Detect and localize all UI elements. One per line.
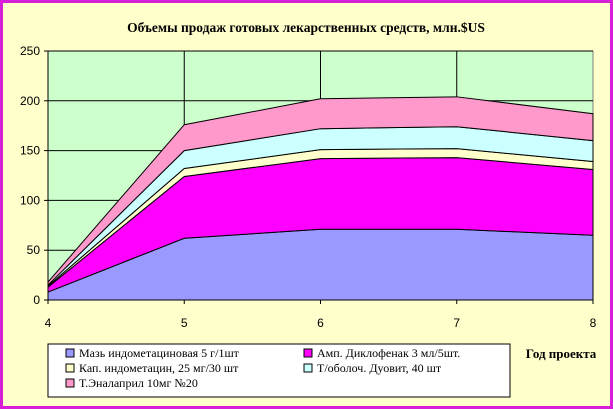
legend-label-0: Мазь индометациновая 5 г/1шт xyxy=(79,346,240,360)
legend-swatch-4 xyxy=(65,378,75,388)
series-areas xyxy=(47,96,594,301)
y-tick-label-5: 250 xyxy=(20,44,40,58)
x-tick-label-0: 4 xyxy=(45,316,52,330)
x-tick-label-4: 8 xyxy=(590,316,597,330)
y-tick-label-0: 0 xyxy=(33,293,40,307)
x-tick-label-3: 7 xyxy=(453,316,460,330)
legend-label-4: Т.Эналаприл 10мг №20 xyxy=(79,376,198,390)
legend-swatch-2 xyxy=(65,363,75,373)
x-tick-label-2: 6 xyxy=(317,316,324,330)
plot-area: 0 50 100 150 200 250 4 5 6 7 8 xyxy=(20,44,597,330)
axes xyxy=(44,50,594,304)
y-tick-label-4: 200 xyxy=(20,94,40,108)
legend-items: Мазь индометациновая 5 г/1шт Амп. Диклофе… xyxy=(65,346,460,390)
x-axis-title: Год проекта xyxy=(526,346,597,361)
legend-label-1: Амп. Диклофенак 3 мл/5шт. xyxy=(317,346,460,360)
legend-swatch-3 xyxy=(303,363,313,373)
legend-label-3: Т/оболоч. Дуовит, 40 шт xyxy=(317,361,442,375)
legend-swatch-1 xyxy=(303,348,313,358)
chart-title: Объемы продаж готовых лекарственных сред… xyxy=(127,20,485,35)
y-tick-labels: 0 50 100 150 200 250 xyxy=(20,44,40,307)
x-tick-labels: 4 5 6 7 8 xyxy=(45,316,597,330)
legend-box xyxy=(47,343,511,398)
x-tick-label-1: 5 xyxy=(181,316,188,330)
legend-label-2: Кап. индометацин, 25 мг/30 шт xyxy=(79,361,239,375)
y-tick-label-1: 50 xyxy=(27,243,41,257)
series-area-4 xyxy=(47,96,594,287)
y-tick-label-3: 150 xyxy=(20,144,40,158)
legend: Мазь индометациновая 5 г/1шт Амп. Диклофе… xyxy=(47,343,511,398)
legend-swatch-0 xyxy=(65,348,75,358)
y-tick-label-2: 100 xyxy=(20,193,40,207)
